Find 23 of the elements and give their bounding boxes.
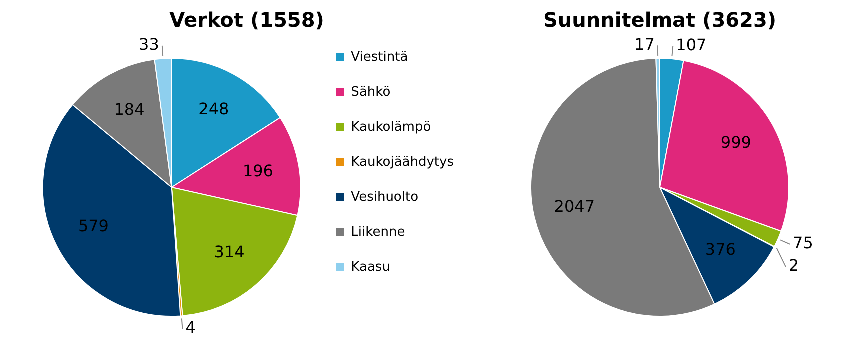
legend-label: Kaukojäähdytys <box>351 154 454 170</box>
legend-label: Sähkö <box>351 84 391 100</box>
data-label: 107 <box>676 35 707 54</box>
legend-label: Liikenne <box>351 224 406 240</box>
data-label: 248 <box>198 100 230 119</box>
data-label: 17 <box>634 34 655 54</box>
legend-label: Vesihuolto <box>351 190 419 205</box>
data-label: 376 <box>705 240 736 259</box>
data-label: 33 <box>139 35 160 54</box>
data-label: 579 <box>78 216 109 236</box>
data-label: 4 <box>186 318 196 338</box>
data-label: 2 <box>788 256 800 276</box>
data-label: 314 <box>214 242 245 262</box>
data-label: 196 <box>242 161 274 180</box>
data-label: 184 <box>114 100 145 119</box>
data-label: 999 <box>720 133 752 152</box>
data-label: 2047 <box>554 196 596 216</box>
legend-label: Kaasu <box>351 260 390 275</box>
chart-title: Suunnitelmat (3623) <box>544 8 776 32</box>
data-label: 75 <box>793 234 814 253</box>
legend-label: Viestintä <box>351 50 408 65</box>
legend-label: Kaukolämpö <box>351 120 432 135</box>
chart-title: Verkot (1558) <box>170 8 324 32</box>
